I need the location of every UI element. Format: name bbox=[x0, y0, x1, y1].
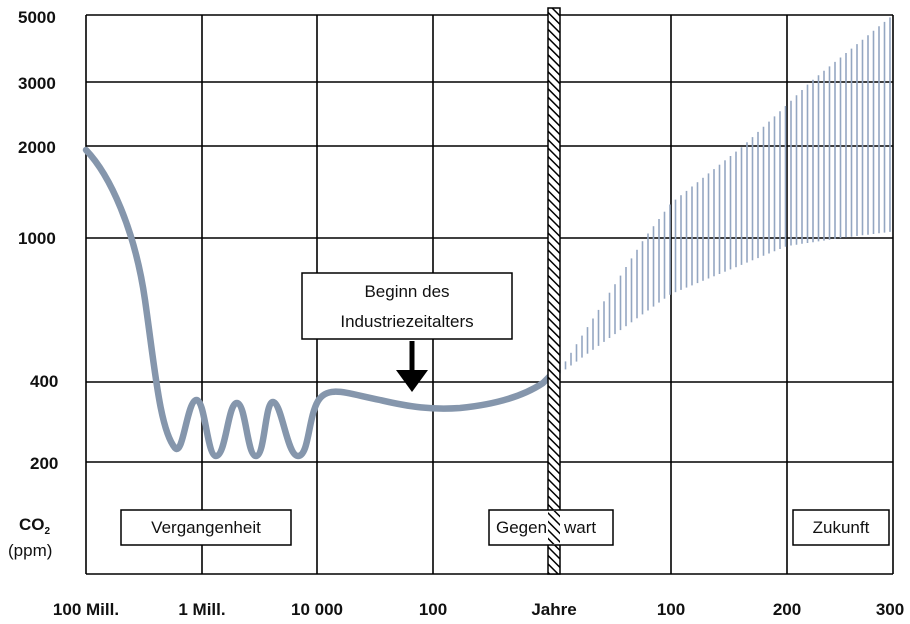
y-axis-label-subscript: 2 bbox=[45, 526, 51, 537]
x-tick-label-100-future: 100 bbox=[657, 600, 685, 619]
x-tick-label-100-mill: 100 Mill. bbox=[53, 600, 119, 619]
y-axis-unit: (ppm) bbox=[8, 541, 52, 560]
y-tick-label-1000: 1000 bbox=[18, 229, 56, 248]
grid bbox=[85, 14, 894, 575]
annotation-line-2: Industriezeitalters bbox=[340, 312, 473, 331]
future-region-box bbox=[792, 509, 890, 546]
present-region-label-part1: Gegen bbox=[496, 518, 547, 537]
x-tick-label-200: 200 bbox=[773, 600, 801, 619]
y-tick-label-5000: 5000 bbox=[18, 8, 56, 27]
y-tick-label-400: 400 bbox=[30, 372, 58, 391]
annotation-line-1: Beginn des bbox=[364, 282, 449, 301]
y-tick-label-3000: 3000 bbox=[18, 74, 56, 93]
past-region-box bbox=[120, 509, 292, 546]
present-region-label-part2: wart bbox=[563, 518, 596, 537]
present-marker-overlay bbox=[548, 511, 560, 544]
past-co2-curve bbox=[82, 146, 560, 460]
past-region-label: Vergangenheit bbox=[151, 518, 261, 537]
x-tick-label-jahre: Jahre bbox=[531, 600, 576, 619]
y-tick-label-2000: 2000 bbox=[18, 138, 56, 157]
y-tick-label-200: 200 bbox=[30, 454, 58, 473]
x-tick-label-100-past: 100 bbox=[419, 600, 447, 619]
y-axis-label-text: CO bbox=[19, 515, 45, 534]
annotation-arrow-head bbox=[396, 370, 428, 392]
present-marker bbox=[547, 7, 561, 575]
future-region-label: Zukunft bbox=[813, 518, 870, 537]
y-axis-label: CO2 bbox=[19, 515, 51, 537]
future-projection-band bbox=[559, 17, 891, 374]
x-tick-label-10000: 10 000 bbox=[291, 600, 343, 619]
x-tick-label-1-mill: 1 Mill. bbox=[178, 600, 225, 619]
x-tick-label-300: 300 bbox=[876, 600, 904, 619]
annotation-box bbox=[301, 272, 513, 340]
